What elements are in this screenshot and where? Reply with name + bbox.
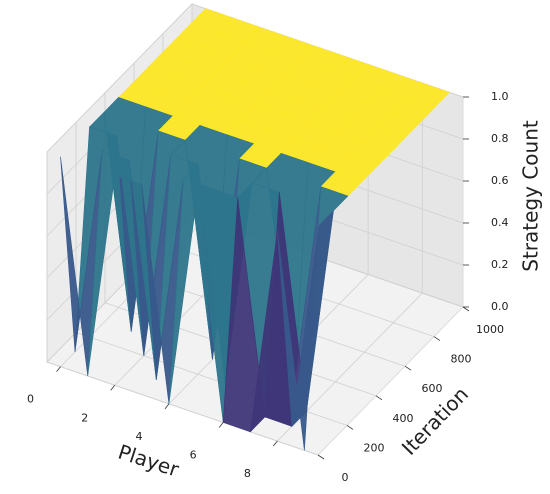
z-tick-label: 0.2 — [491, 258, 509, 271]
x-axis-title: Player — [115, 440, 182, 482]
grid-line — [46, 361, 319, 456]
y-tick-label: 1000 — [476, 323, 504, 336]
z-tick-label: 1.0 — [491, 90, 509, 103]
y-tick-label: 400 — [393, 412, 414, 425]
y-tick-label: 600 — [422, 382, 443, 395]
tick-mark — [164, 403, 170, 410]
x-tick-label: 2 — [81, 411, 88, 424]
y-tick-label: 0 — [342, 471, 349, 484]
x-tick-label: 6 — [190, 448, 197, 461]
x-tick-label: 4 — [135, 430, 142, 443]
tick-mark — [56, 366, 61, 372]
tick-mark — [346, 425, 354, 430]
y-tick-label: 200 — [364, 441, 385, 454]
tick-mark — [404, 365, 412, 371]
tick-mark — [433, 336, 441, 341]
z-tick-label: 0.6 — [491, 174, 509, 187]
tick-mark — [375, 395, 383, 401]
tick-mark — [110, 385, 116, 391]
z-axis-title: Strategy Count — [519, 120, 543, 272]
surface — [60, 8, 450, 451]
tick-mark — [462, 306, 470, 312]
z-tick-label: 0.0 — [491, 300, 509, 313]
labels: 0 2 4 6 8 0 200 400 600 800 1000 0.0 0.2 0.4 0.6 0.8 1.0 — [27, 90, 508, 484]
tick-mark — [317, 454, 325, 460]
tick-mark — [218, 422, 224, 428]
surface-patch — [277, 225, 320, 451]
tick-mark — [273, 440, 278, 447]
x-tick-label: 0 — [27, 393, 34, 406]
z-tick-label: 0.8 — [491, 132, 509, 145]
y-tick-label: 800 — [451, 353, 472, 366]
z-tick-label: 0.4 — [491, 216, 509, 229]
x-tick-label: 8 — [244, 467, 251, 480]
grid-line — [46, 3, 193, 153]
